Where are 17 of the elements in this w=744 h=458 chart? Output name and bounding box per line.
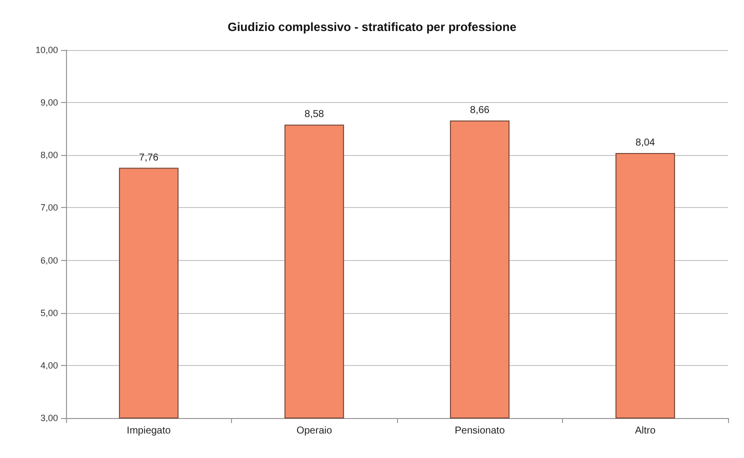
x-tick-label: Operaio [296,426,332,436]
y-tick-label: 10,00 [35,45,58,55]
y-tick-label: 5,00 [40,308,58,318]
y-tick-label: 6,00 [40,255,58,266]
y-tick-label: 4,00 [40,360,58,370]
data-label: 8,58 [304,109,324,120]
data-label: 7,76 [139,152,159,164]
x-tick-label: Impiegato [126,426,172,436]
data-label: 8,66 [470,104,490,116]
data-label: 8,04 [636,138,656,149]
y-tick-label: 7,00 [40,202,58,213]
y-tick-label: 9,00 [40,98,58,108]
x-tick-label: Altro [634,426,656,436]
chart-title: Giudizio complessivo - stratificato per professione [228,20,517,34]
x-tick-label: Pensionato [454,426,506,436]
y-tick-label: 8,00 [40,150,58,160]
y-tick-label: 3,00 [40,413,58,423]
